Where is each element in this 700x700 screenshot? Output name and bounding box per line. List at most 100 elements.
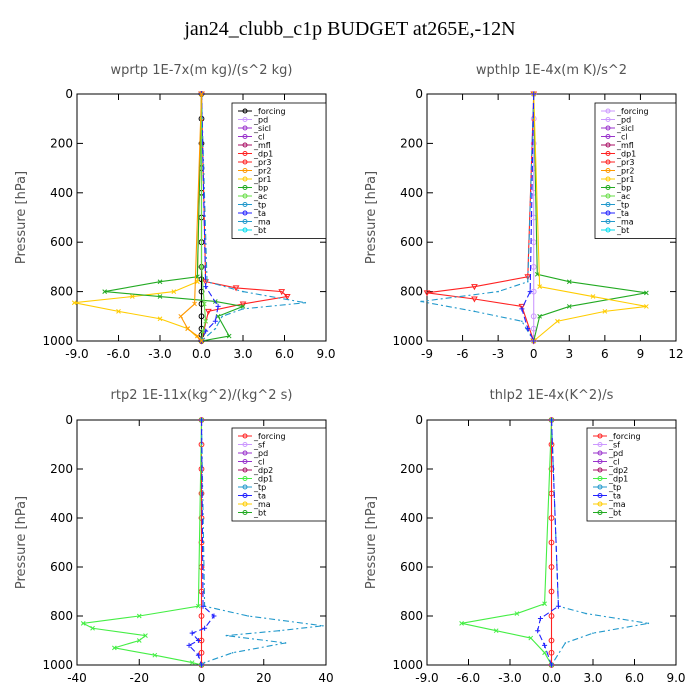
legend-label: _dp1 — [253, 150, 273, 159]
legend-marker — [597, 484, 603, 490]
legend-label: _pd — [608, 449, 623, 458]
x-tick-label: -6.0 — [457, 671, 480, 685]
data-point — [136, 638, 142, 643]
data-point — [644, 304, 649, 309]
series-line — [521, 93, 535, 342]
legend-label: _pd — [616, 116, 631, 125]
series-line — [74, 93, 203, 342]
data-point — [192, 301, 197, 307]
y-tick-label: 400 — [400, 511, 423, 525]
x-tick-label: -6.0 — [107, 347, 130, 361]
data-point — [537, 313, 542, 319]
legend-marker — [605, 125, 611, 131]
data-point — [225, 634, 228, 637]
legend-marker — [597, 493, 603, 498]
legend-label: _forcing — [608, 432, 641, 441]
y-tick-label: 1000 — [42, 334, 73, 348]
data-point — [525, 326, 531, 332]
legend-label: _bt — [253, 509, 266, 518]
x-tick-label: -40 — [67, 671, 87, 685]
data-point — [194, 279, 200, 285]
data-point — [534, 271, 540, 277]
legend-label: _tp — [253, 483, 266, 492]
y-tick-label: 600 — [400, 235, 423, 249]
legend-marker — [605, 117, 611, 122]
y-axis-label: Pressure [hPa] — [364, 171, 379, 264]
data-point — [514, 611, 520, 616]
x-tick-label: 0 — [198, 671, 206, 685]
legend-marker — [242, 176, 248, 182]
data-point — [549, 417, 554, 423]
legend-label: _pr1 — [616, 175, 634, 184]
x-tick-label: -6 — [457, 347, 469, 361]
x-tick-label: -20 — [129, 671, 149, 685]
data-point — [548, 637, 555, 644]
data-point — [548, 649, 555, 656]
legend-label: _forcing — [253, 432, 286, 441]
data-point — [602, 309, 608, 314]
data-point — [221, 315, 224, 318]
data-point — [530, 313, 537, 320]
legend-marker — [597, 510, 603, 515]
legend-label: _sicl — [253, 124, 271, 133]
data-point — [548, 613, 555, 619]
y-tick-label: 800 — [400, 285, 423, 299]
legend-label: _tp — [616, 201, 629, 210]
legend-label: _mfl — [616, 141, 634, 150]
data-point — [102, 289, 108, 294]
data-point — [239, 301, 247, 308]
legend-label: _ta — [253, 209, 266, 218]
data-point — [199, 91, 204, 97]
data-point — [548, 564, 555, 570]
x-tick-label: 6.0 — [275, 347, 294, 361]
data-point — [549, 662, 554, 668]
x-tick-label: 3.0 — [233, 347, 252, 361]
panel-title: thlp2 1E-4x(K^2)/s — [490, 388, 614, 403]
x-tick-label: 0 — [530, 347, 538, 361]
data-point — [278, 629, 281, 632]
data-point — [518, 303, 526, 310]
legend-marker — [242, 185, 248, 190]
data-point — [215, 313, 221, 319]
data-point — [528, 635, 534, 641]
panel-title: rtp2 1E-11x(kg^2)/(kg^2 s) — [111, 388, 293, 403]
legend-box — [586, 427, 677, 522]
series-pr1 — [71, 91, 204, 344]
data-point — [548, 466, 555, 472]
data-point — [566, 279, 572, 285]
data-point — [530, 264, 537, 270]
x-tick-label: 3 — [565, 347, 573, 361]
data-point — [199, 662, 204, 668]
data-point — [590, 294, 596, 299]
data-point — [214, 327, 217, 330]
legend-marker — [605, 227, 611, 233]
data-point — [212, 318, 218, 324]
data-point — [493, 628, 499, 634]
legend-marker — [605, 168, 611, 173]
data-point — [198, 490, 205, 497]
data-point — [90, 625, 95, 631]
y-tick-label: 800 — [50, 285, 73, 299]
y-axis-label: Pressure [hPa] — [14, 496, 29, 589]
legend-marker — [242, 134, 248, 139]
y-tick-label: 200 — [50, 462, 73, 476]
panel-title: wpthlp 1E-4x(m K)/s^2 — [476, 63, 627, 78]
data-point — [420, 300, 422, 303]
legend-marker — [242, 510, 248, 515]
legend-marker — [242, 484, 248, 490]
legend-label: _ta — [608, 492, 621, 501]
data-point — [537, 284, 542, 290]
series-line — [420, 93, 535, 342]
data-point — [531, 91, 537, 97]
data-point — [231, 651, 234, 654]
data-point — [519, 306, 525, 312]
x-tick-label: 40 — [318, 671, 333, 685]
legend-label: _mfl — [253, 141, 271, 150]
legend-label: _ta — [253, 492, 266, 501]
legend-label: _sf — [253, 441, 265, 450]
data-point — [542, 601, 547, 607]
legend-label: _pr2 — [616, 167, 634, 176]
chart-panel-3: rtp2 1E-11x(kg^2)/(kg^2 s)-40 -20 0 20 40020… — [14, 388, 334, 685]
series-line — [104, 93, 245, 342]
data-point — [157, 279, 163, 285]
